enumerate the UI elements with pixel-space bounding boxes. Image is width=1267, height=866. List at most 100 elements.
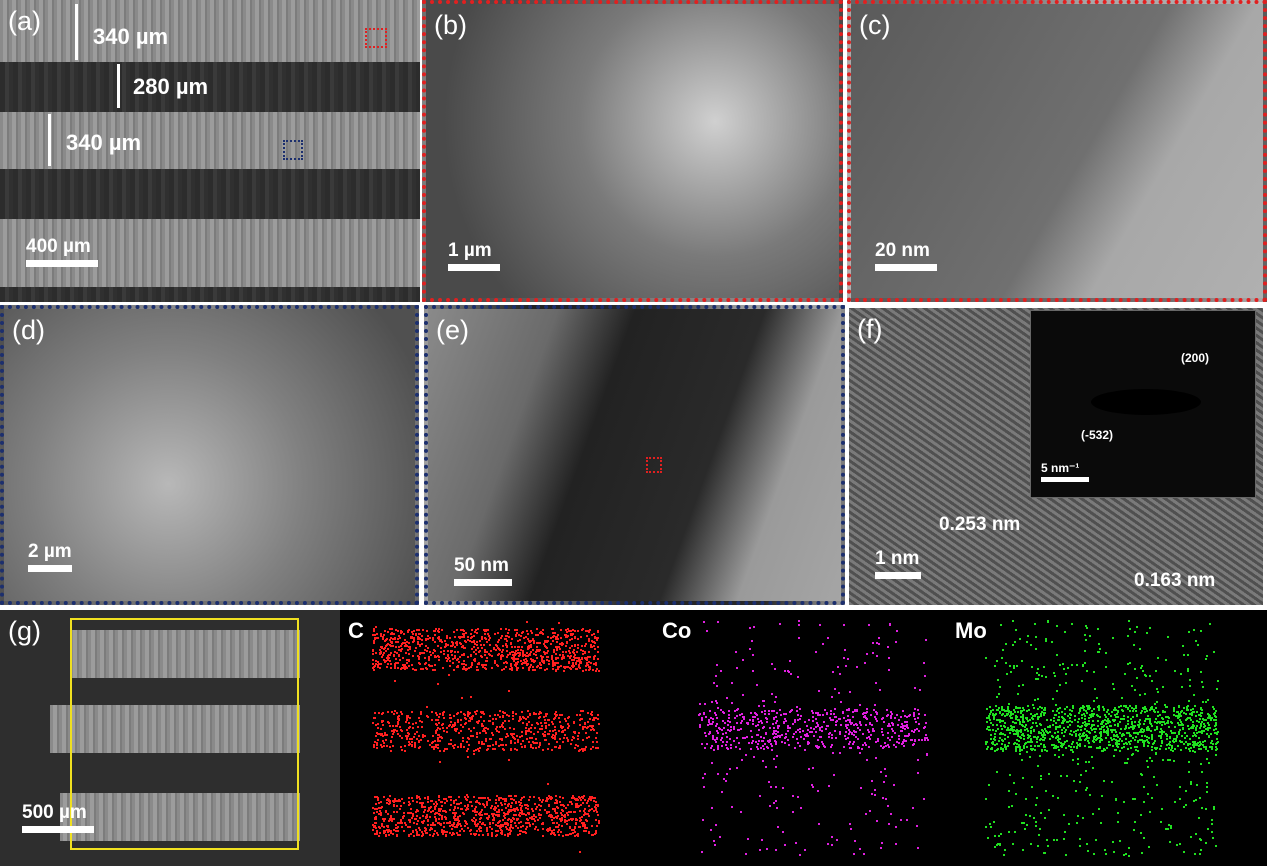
eds-signal-dot	[1044, 637, 1047, 640]
eds-signal-dot	[788, 726, 791, 729]
eds-signal-dot	[1061, 711, 1064, 714]
eds-signal-dot	[572, 633, 575, 636]
eds-signal-dot	[559, 744, 562, 747]
eds-signal-dot	[1190, 719, 1193, 722]
eds-signal-dot	[589, 661, 592, 664]
eds-signal-dot	[1057, 726, 1060, 729]
eds-signal-dot	[482, 628, 485, 631]
eds-signal-dot	[510, 818, 513, 821]
eds-signal-dot	[374, 665, 377, 668]
eds-signal-dot	[1151, 724, 1154, 727]
eds-signal-dot	[835, 720, 838, 722]
eds-signal-dot	[1072, 705, 1075, 708]
eds-signal-dot	[1102, 708, 1105, 711]
eds-signal-dot	[553, 828, 556, 831]
eds-signal-dot	[827, 785, 830, 788]
eds-signal-dot	[387, 720, 390, 723]
eds-signal-dot	[828, 717, 831, 720]
eds-signal-dot	[1186, 735, 1189, 738]
eds-signal-dot	[1062, 735, 1065, 738]
eds-signal-dot	[1143, 785, 1146, 788]
eds-signal-dot	[558, 833, 561, 836]
eds-signal-dot	[378, 712, 381, 715]
eds-signal-dot	[1087, 723, 1090, 726]
eds-signal-dot	[533, 669, 536, 672]
eds-signal-dot	[761, 727, 764, 730]
eds-signal-dot	[1046, 844, 1049, 847]
eds-signal-dot	[1058, 740, 1061, 743]
eds-signal-dot	[427, 819, 430, 822]
eds-signal-dot	[1090, 712, 1093, 715]
eds-signal-dot	[1146, 760, 1149, 763]
eds-signal-dot	[854, 730, 857, 733]
eds-signal-dot	[752, 653, 755, 656]
eds-signal-dot	[459, 824, 462, 827]
eds-signal-dot	[539, 798, 542, 801]
eds-signal-dot	[383, 648, 386, 651]
eds-signal-dot	[451, 726, 454, 729]
eds-signal-dot	[554, 815, 557, 818]
eds-signal-dot	[1065, 740, 1068, 743]
eds-signal-dot	[817, 747, 820, 750]
eds-signal-dot	[397, 717, 400, 720]
eds-signal-dot	[400, 730, 403, 733]
eds-signal-dot	[393, 731, 396, 734]
eds-signal-dot	[556, 806, 559, 809]
eds-signal-dot	[753, 756, 756, 759]
eds-signal-dot	[886, 709, 889, 712]
eds-signal-dot	[547, 733, 550, 736]
eds-signal-dot	[593, 632, 596, 635]
eds-signal-dot	[708, 721, 711, 724]
eds-signal-dot	[494, 834, 497, 837]
eds-signal-dot	[1055, 654, 1058, 657]
eds-signal-dot	[518, 716, 521, 719]
eds-signal-dot	[465, 793, 468, 796]
eds-signal-dot	[558, 737, 561, 740]
eds-signal-dot	[550, 814, 553, 817]
eds-signal-dot	[1140, 665, 1143, 668]
eds-signal-dot	[1035, 725, 1038, 727]
eds-signal-dot	[434, 804, 437, 807]
eds-signal-dot	[468, 640, 471, 643]
eds-map-co: Co	[632, 610, 945, 866]
eds-signal-dot	[502, 749, 505, 752]
eds-signal-dot	[833, 773, 836, 776]
eds-signal-dot	[596, 658, 599, 661]
eds-signal-dot	[913, 729, 916, 732]
eds-signal-dot	[1022, 777, 1025, 780]
eds-signal-dot	[923, 675, 926, 678]
eds-signal-dot	[1015, 749, 1018, 752]
eds-signal-dot	[514, 807, 517, 810]
eds-signal-dot	[538, 649, 541, 652]
eds-signal-dot	[518, 736, 521, 739]
eds-signal-dot	[567, 634, 570, 637]
eds-signal-dot	[481, 821, 484, 824]
eds-signal-dot	[459, 718, 462, 721]
eds-signal-dot	[525, 738, 528, 741]
eds-signal-dot	[409, 811, 412, 814]
eds-signal-dot	[433, 824, 436, 827]
double-arrow-icon	[48, 114, 51, 166]
eds-signal-dot	[498, 652, 501, 655]
eds-signal-dot	[439, 813, 442, 816]
eds-signal-dot	[812, 786, 815, 789]
eds-signal-dot	[476, 720, 479, 723]
eds-signal-dot	[467, 795, 470, 798]
eds-signal-dot	[458, 833, 461, 836]
eds-signal-dot	[470, 666, 473, 669]
eds-signal-dot	[418, 661, 421, 664]
eds-signal-dot	[534, 634, 537, 637]
eds-signal-dot	[561, 810, 564, 812]
eds-signal-dot	[485, 739, 488, 742]
eds-signal-dot	[812, 720, 815, 723]
eds-signal-dot	[460, 808, 463, 811]
eds-signal-dot	[554, 717, 557, 720]
eds-signal-dot	[508, 826, 511, 829]
eds-signal-dot	[1075, 745, 1078, 748]
eds-signal-dot	[420, 712, 423, 715]
eds-signal-dot	[541, 629, 544, 632]
eds-signal-dot	[578, 810, 581, 813]
eds-signal-dot	[746, 721, 749, 724]
eds-signal-dot	[383, 660, 386, 663]
eds-signal-dot	[1080, 724, 1083, 727]
